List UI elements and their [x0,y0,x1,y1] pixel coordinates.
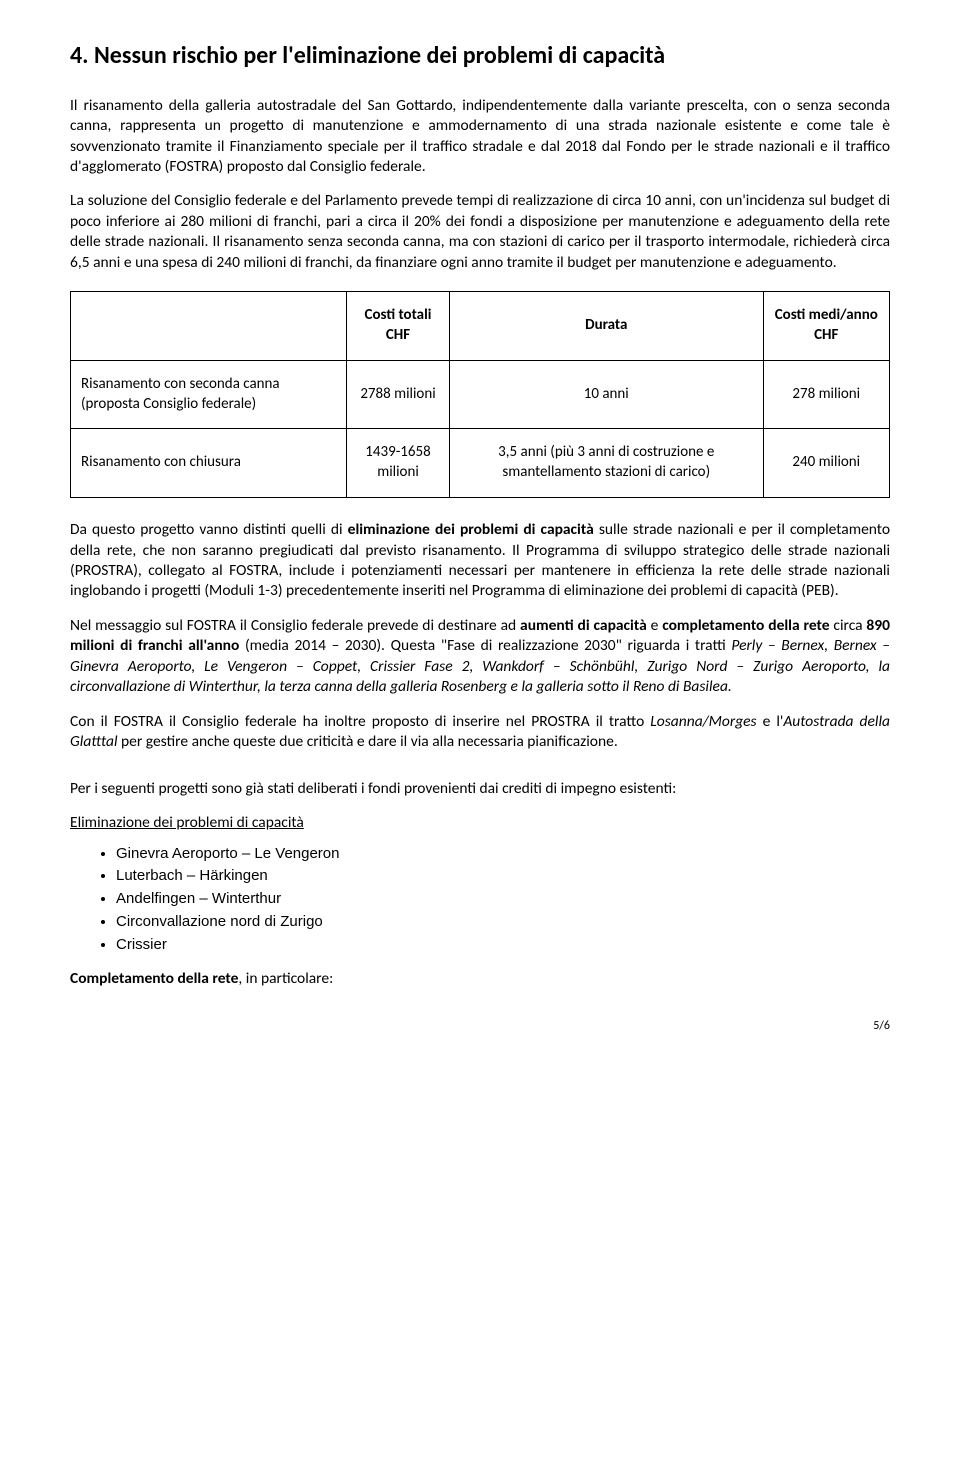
list-item: Andelfingen – Winterthur [116,889,890,909]
section-heading: 4. Nessun rischio per l'eliminazione dei… [70,40,890,72]
table-cell-total: 1439-1658 milioni [346,429,449,498]
list-item: Luterbach – Härkingen [116,866,890,886]
table-cell-duration: 3,5 anni (più 3 anni di costruzione e sm… [450,429,763,498]
subheading-elimination: Eliminazione dei problemi di capacità [70,813,890,833]
paragraph-4: Nel messaggio sul FOSTRA il Consiglio fe… [70,616,890,698]
paragraph-5: Con il FOSTRA il Consiglio federale ha i… [70,712,890,753]
table-header-total: Costi totali CHF [346,292,449,361]
bold-run: aumenti di capacità [520,616,647,635]
table-cell-avg: 278 milioni [763,360,889,429]
table-cell-label: Risanamento con seconda canna (proposta … [71,360,347,429]
page-number: 5/6 [70,1019,890,1035]
text-run: Da questo progetto vanno distinti quelli… [70,520,348,539]
table-cell-duration: 10 anni [450,360,763,429]
bullet-list: Ginevra Aeroporto – Le Vengeron Luterbac… [70,844,890,955]
table-cell-label: Risanamento con chiusura [71,429,347,498]
paragraph-2: La soluzione del Consiglio federale e de… [70,191,890,273]
text-run: , in particolare: [238,969,333,988]
table-row: Risanamento con chiusura 1439-1658 milio… [71,429,890,498]
text-run: circa [830,616,867,635]
table-row: Risanamento con seconda canna (proposta … [71,360,890,429]
text-run: Con il FOSTRA il Consiglio federale ha i… [70,712,650,731]
completamento-line: Completamento della rete, in particolare… [70,969,890,989]
document-page: 4. Nessun rischio per l'eliminazione dei… [0,0,960,1075]
paragraph-1: Il risanamento della galleria autostrada… [70,96,890,178]
table-header-avg: Costi medi/anno CHF [763,292,889,361]
list-item: Ginevra Aeroporto – Le Vengeron [116,844,890,864]
bold-run: Completamento della rete [70,969,238,988]
bold-run: eliminazione dei problemi di capacità [348,520,594,539]
table-cell-total: 2788 milioni [346,360,449,429]
paragraph-6: Per i seguenti progetti sono già stati d… [70,779,890,799]
table-header-row: Costi totali CHF Durata Costi medi/anno … [71,292,890,361]
text-run: e [647,616,662,635]
list-item: Circonvallazione nord di Zurigo [116,912,890,932]
paragraph-3: Da questo progetto vanno distinti quelli… [70,520,890,602]
table-header-duration: Durata [450,292,763,361]
italic-run: Losanna/Morges [650,712,756,731]
text-run: Nel messaggio sul FOSTRA il Consiglio fe… [70,616,520,635]
bold-run: completamento della rete [662,616,829,635]
text-run: e l' [757,712,784,731]
list-item: Crissier [116,935,890,955]
table-cell-avg: 240 milioni [763,429,889,498]
table-header-empty [71,292,347,361]
cost-table: Costi totali CHF Durata Costi medi/anno … [70,291,890,498]
text-run: (media 2014 – 2030). Questa "Fase di rea… [239,636,731,655]
text-run: per gestire anche queste due criticità e… [118,732,618,751]
